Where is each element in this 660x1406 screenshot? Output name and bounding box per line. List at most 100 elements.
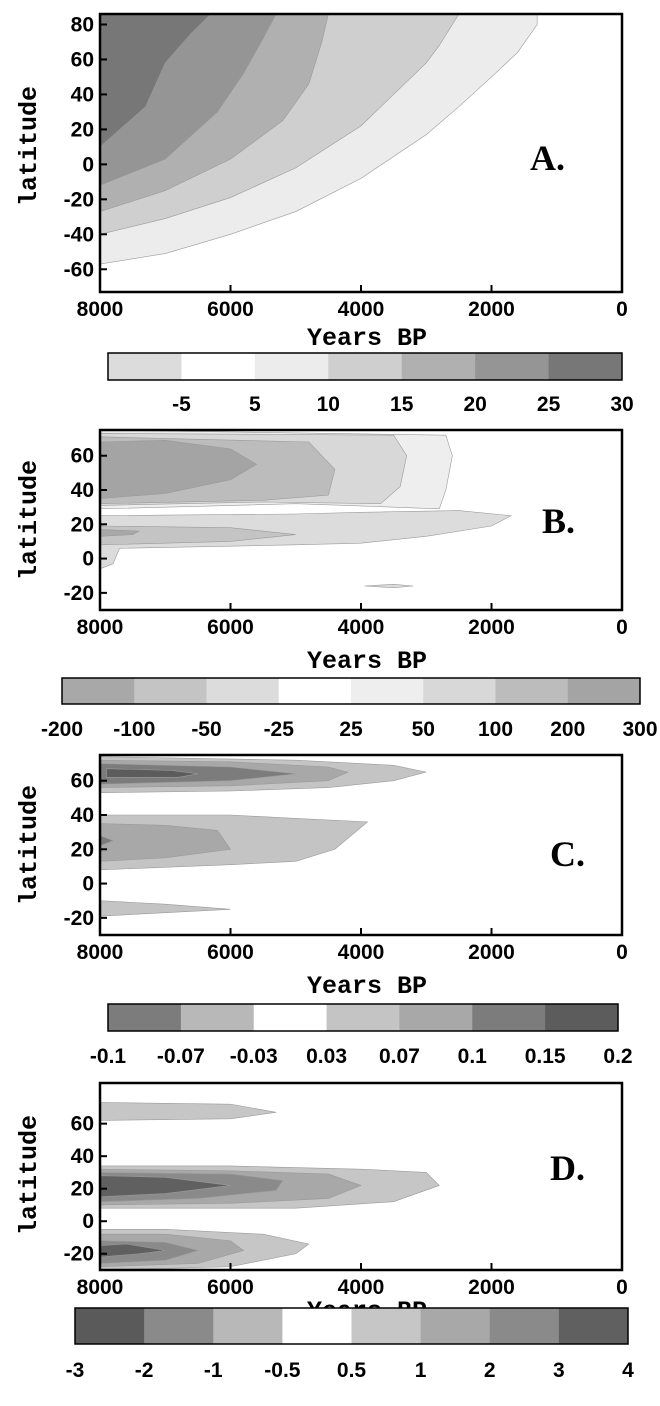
contour-region-6 (100, 835, 114, 847)
panel-letter: D. (550, 1148, 585, 1188)
plot-contours (100, 14, 538, 265)
y-tick-label: -20 (64, 582, 94, 605)
x-tick-label: 2000 (468, 1276, 515, 1299)
colorbar-frame (107, 1003, 619, 1032)
y-axis-label: latitude (15, 86, 44, 206)
colorbar-swatch (253, 1004, 327, 1031)
contour-region-3 (100, 439, 258, 499)
colorbar-swatch (401, 353, 476, 380)
x-tick-label: 6000 (207, 298, 254, 321)
colorbar-tick-label: 100 (478, 718, 513, 741)
colorbar-swatch (420, 1308, 491, 1344)
contour-region-6 (100, 529, 141, 537)
colorbar-swatch (548, 353, 623, 380)
colorbar-swatch (180, 1004, 255, 1031)
contour-band-4 (100, 14, 212, 148)
x-tick-label: 8000 (77, 941, 124, 964)
y-tick-label: 80 (71, 13, 94, 36)
y-tick-label: 40 (71, 804, 94, 827)
x-tick-label: 0 (616, 1276, 628, 1299)
colorbar-swatch (108, 353, 182, 380)
colorbar-tick-label: 300 (622, 718, 657, 741)
y-tick-label: -60 (64, 258, 94, 281)
colorbar-swatch (326, 1004, 400, 1031)
colorbar: -200 -100 -50 -25 25 50 100 200 300 (41, 677, 658, 741)
colorbar-frame (107, 352, 623, 381)
colorbar-tick-label: 0.1 (458, 1045, 488, 1068)
colorbar-tick-label: 50 (412, 718, 435, 741)
colorbar-tick-label: 15 (390, 393, 414, 416)
x-tick-label: 8000 (77, 298, 124, 321)
colorbar-swatch (351, 1308, 422, 1344)
y-tick-label: -20 (64, 907, 94, 930)
x-tick-label: 6000 (207, 616, 254, 639)
colorbar-tick-label: -3 (66, 1359, 85, 1382)
colorbar-tick-label: 0.5 (337, 1359, 367, 1382)
x-tick-label: 6000 (207, 941, 254, 964)
contour-region-8 (100, 1243, 166, 1258)
y-tick-label: 40 (71, 83, 94, 106)
x-tick-label: 2000 (468, 941, 515, 964)
y-tick-label: 0 (82, 1210, 94, 1233)
colorbar-swatch (206, 678, 280, 704)
x-tick-label: 6000 (207, 1276, 254, 1299)
x-tick-label: 0 (616, 616, 628, 639)
x-tick-label: 2000 (468, 298, 515, 321)
y-tick-label: 40 (71, 1145, 94, 1168)
colorbar-tick-label: 0.2 (603, 1045, 632, 1068)
y-tick-label: -20 (64, 1243, 94, 1266)
colorbar-tick-label: -0.1 (90, 1045, 127, 1068)
colorbar-swatch (351, 678, 424, 704)
colorbar-swatch (213, 1308, 283, 1344)
colorbar-tick-label: 200 (550, 718, 585, 741)
colorbar: -3 -2 -1 -0.5 0.5 1 2 3 4 (66, 1307, 634, 1382)
colorbar-tick-label: 2 (484, 1359, 496, 1382)
x-tick-label: 4000 (338, 616, 385, 639)
colorbar-swatch (328, 353, 403, 380)
x-tick-label: 4000 (338, 298, 385, 321)
y-tick-label: 0 (82, 873, 94, 896)
colorbar-tick-label: 3 (553, 1359, 565, 1382)
x-axis-label: Years BP (307, 324, 427, 353)
colorbar-swatch (75, 1308, 145, 1344)
y-tick-label: 60 (71, 1113, 94, 1136)
y-tick-label: 60 (71, 48, 94, 71)
colorbar-tick-label: -0.07 (157, 1045, 205, 1068)
colorbar-swatch (134, 678, 207, 704)
colorbar-swatch (558, 1308, 629, 1344)
colorbar-tick-label: -0.03 (230, 1045, 278, 1068)
colorbar-tick-label: 20 (463, 393, 486, 416)
y-tick-label: -20 (64, 188, 94, 211)
colorbar-swatch (278, 678, 352, 704)
panel-letter: B. (542, 501, 575, 541)
colorbar-tick-label: 0.03 (306, 1045, 347, 1068)
colorbar-tick-label: -0.5 (264, 1359, 301, 1382)
colorbar-tick-label: -100 (113, 718, 155, 741)
x-tick-label: 0 (616, 298, 628, 321)
y-tick-label: 20 (71, 513, 94, 536)
colorbar: -5 5 10 15 20 25 30 (107, 352, 634, 416)
contour-region-3 (106, 768, 198, 778)
colorbar-swatch (62, 678, 135, 704)
plot-contours (100, 756, 427, 917)
colorbar-swatch (475, 353, 549, 380)
colorbar-swatch (108, 1004, 182, 1031)
y-tick-label: 60 (71, 770, 94, 793)
colorbar-tick-label: 25 (537, 393, 561, 416)
panel-letter: A. (530, 138, 565, 178)
colorbar-tick-label: 10 (317, 393, 340, 416)
colorbar-swatch (399, 1004, 473, 1031)
colorbar-frame (74, 1307, 629, 1345)
colorbar-swatch (181, 353, 256, 380)
colorbar-tick-label: -50 (191, 718, 221, 741)
y-axis-label: latitude (15, 1115, 44, 1235)
x-axis-label: Years BP (307, 647, 427, 676)
contour-region-0 (100, 1102, 277, 1121)
colorbar-tick-label: 1 (415, 1359, 427, 1382)
colorbar-tick-label: 0.07 (379, 1045, 420, 1068)
x-tick-label: 4000 (338, 941, 385, 964)
x-tick-label: 0 (616, 941, 628, 964)
y-tick-label: 40 (71, 479, 94, 502)
